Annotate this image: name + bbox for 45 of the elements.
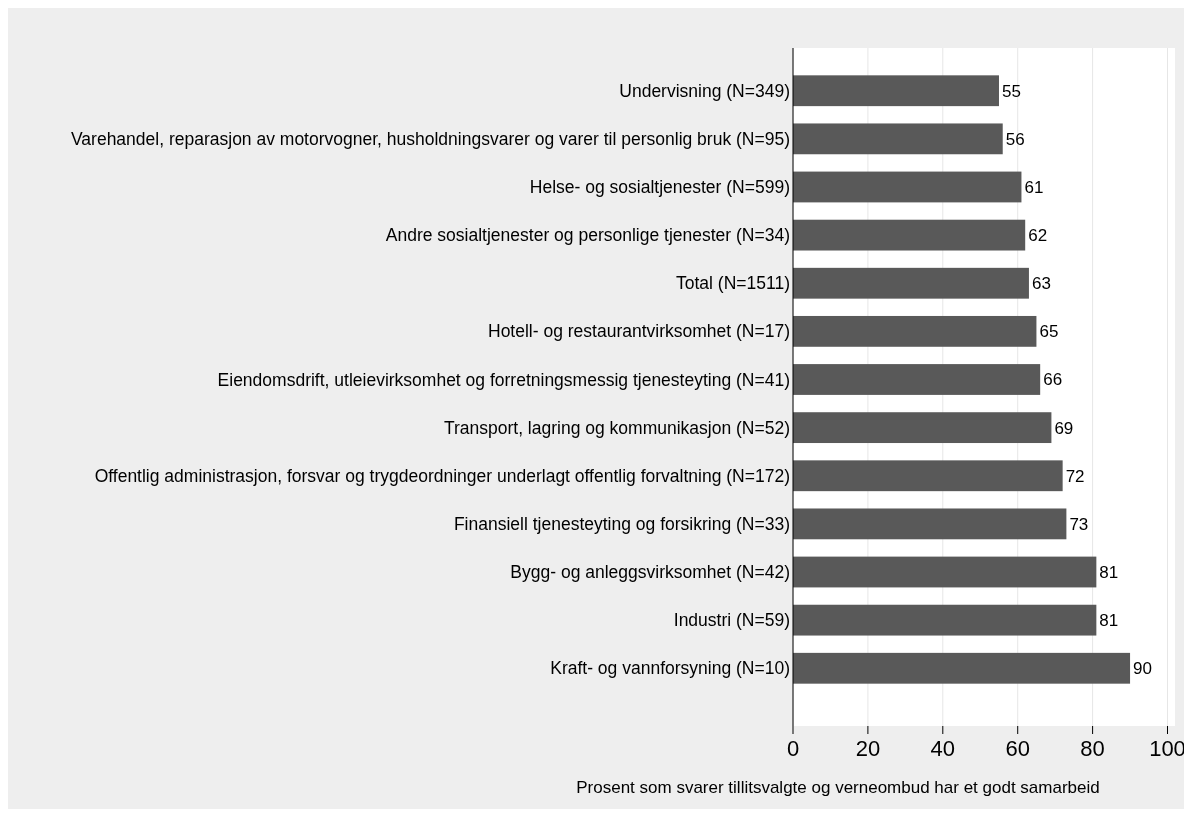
bar: [793, 219, 1026, 251]
y-tick-label: Offentlig administrasjon, forsvar og trygdeordninger underlagt offentlig forvaltning (N=172): [94, 465, 790, 486]
y-tick-label: Kraft- og vannforsyning (N=10): [550, 658, 790, 679]
y-tick-label: Total (N=1511): [676, 273, 790, 294]
data-label: 56: [1005, 129, 1025, 149]
data-label: 69: [1054, 418, 1074, 438]
data-label: 62: [1028, 226, 1048, 246]
bar: [793, 75, 999, 107]
x-tick-label: 20: [855, 736, 881, 761]
y-tick-label: Transport, lagring og kommunikasjon (N=52): [443, 417, 790, 438]
data-label: 72: [1065, 466, 1085, 486]
bar: [793, 171, 1022, 203]
x-axis-title: Prosent som svarer tillitsvalgte og verneombud har et godt samarbeid: [576, 778, 1100, 797]
bar: [793, 460, 1063, 492]
bar: [793, 123, 1003, 155]
x-tick-label: 40: [930, 736, 956, 761]
bar: [793, 412, 1052, 444]
bar: [793, 652, 1131, 684]
y-tick-label: Helse- og sosialtjenester (N=599): [529, 177, 790, 198]
bar: [793, 604, 1097, 636]
y-tick-label: Finansiell tjenesteyting og forsikring (N=33): [453, 514, 790, 535]
bar: [793, 315, 1037, 347]
data-label: 66: [1043, 370, 1063, 390]
y-tick-label: Undervisning (N=349): [619, 80, 790, 101]
data-label: 65: [1039, 322, 1059, 342]
y-tick-label: Bygg- og anleggsvirksomhet (N=42): [510, 562, 790, 583]
x-tick-label: 0: [786, 736, 800, 761]
data-label: 81: [1099, 562, 1119, 582]
data-label: 90: [1133, 659, 1152, 679]
data-label: 55: [1001, 81, 1021, 101]
x-tick-label: 80: [1080, 736, 1105, 761]
bar: [793, 508, 1067, 540]
data-label: 63: [1031, 274, 1051, 294]
y-tick-label: Varehandel, reparasjon av motorvogner, husholdningsvarer og varer til personlig bruk (N=95): [70, 128, 790, 149]
bar: [793, 267, 1029, 299]
data-label: 81: [1099, 611, 1119, 631]
data-label: 73: [1069, 514, 1089, 534]
bar: [793, 364, 1041, 395]
x-tick-label: 60: [1005, 736, 1030, 761]
y-tick-label: Eiendomsdrift, utleievirksomhet og forretningsmessig tjenesteyting (N=41): [217, 369, 790, 390]
y-tick-label: Andre sosialtjenester og personlige tjenester (N=34): [385, 225, 790, 246]
data-label: 61: [1024, 177, 1044, 197]
y-tick-label: Hotell- og restaurantvirksomhet (N=17): [488, 321, 790, 342]
bar: [793, 556, 1097, 588]
y-tick-label: Industri (N=59): [673, 610, 790, 631]
